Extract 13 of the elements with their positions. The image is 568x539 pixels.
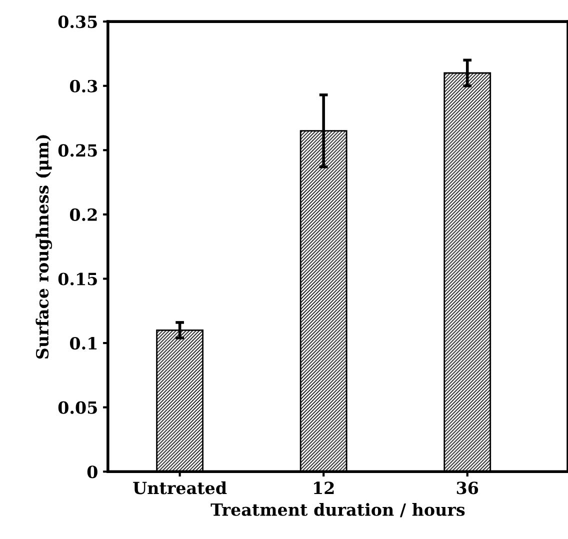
y-tick-label: 0.3 (70, 80, 98, 92)
y-tick-label: 0.35 (58, 16, 97, 28)
y-tick-label: 0.15 (58, 272, 97, 286)
y-tick-label: 0.1 (70, 336, 97, 350)
x-tick-label: Untreated (133, 481, 227, 494)
y-tick-label: 0.05 (58, 401, 97, 414)
x-tick-label: 12 (314, 482, 334, 494)
y-tick-label: 0 (87, 466, 98, 478)
y-tick-label: 0.2 (70, 208, 97, 222)
y-tick-label: 0.25 (58, 144, 97, 157)
x-axis-title: Treatment duration / hours (210, 503, 465, 518)
x-tick-label: 36 (456, 482, 478, 494)
y-axis-title: Surface roughness (μm) (36, 135, 52, 359)
